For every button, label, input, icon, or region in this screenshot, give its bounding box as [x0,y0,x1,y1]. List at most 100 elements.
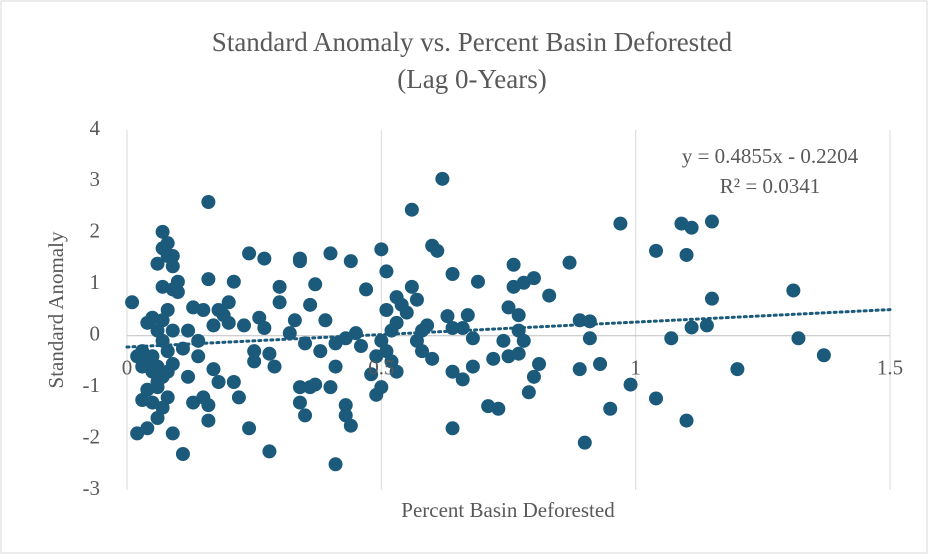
scatter-point [455,321,470,335]
y-tick-label: 3 [90,167,101,191]
scatter-point [343,254,358,269]
scatter-point [262,444,277,459]
scatter-point [521,385,536,400]
scatter-point [816,348,831,363]
y-tick-label: -3 [83,476,101,500]
scatter-point [242,421,257,436]
scatter-point [440,309,455,324]
scatter-point [323,246,338,261]
scatter-point [359,282,374,297]
x-tick-label: 0.5 [368,356,394,380]
scatter-point [404,202,419,217]
chart-subtitle: (Lag 0-Years) [397,64,546,94]
scatter-point [704,291,719,306]
scatter-point [272,279,287,294]
scatter-point [506,279,521,294]
scatter-point [247,344,262,359]
scatter-point [786,283,801,298]
scatter-point [130,349,145,364]
scatter-point [526,369,541,384]
scatter-point [247,354,262,369]
scatter-point [287,313,302,328]
y-tick-label: 1 [90,270,101,294]
scatter-point [236,318,251,333]
scatter-point [516,333,531,348]
scatter-point [186,300,201,315]
trendline [125,308,892,349]
y-tick-label: 2 [90,219,101,243]
scatter-point [684,220,699,235]
scatter-point [506,257,521,272]
y-tick-label: 0 [90,322,101,346]
scatter-point [730,362,745,377]
scatter-point [623,377,638,392]
scatter-point [191,349,206,364]
scatter-point [603,401,618,416]
scatter-point [435,171,450,186]
scatter-point [369,349,384,364]
scatter-point [455,372,470,387]
scatter-point [389,364,404,379]
scatter-point [664,331,679,346]
scatter-point [465,331,480,346]
scatter-point [262,346,277,361]
scatter-point [201,413,216,428]
scatter-point [252,310,267,325]
scatter-point [374,380,389,395]
scatter-point [206,362,221,377]
scatter-point [150,256,165,271]
scatter-point [308,277,323,292]
scatter-point [399,305,414,320]
scatter-point [125,295,140,310]
x-axis-title: Percent Basin Deforested [401,498,615,522]
scatter-point [155,224,170,239]
scatter-point [470,274,485,289]
scatter-point [181,369,196,384]
scatter-point [501,349,516,364]
scatter-point [231,390,246,405]
scatter-point [165,282,180,297]
scatter-point [409,292,424,307]
scatter-point [206,318,221,333]
scatter-point [486,351,501,366]
scatter-point [465,359,480,374]
scatter-point [791,331,806,346]
scatter-point [572,362,587,377]
scatter-point [165,323,180,338]
y-tick-label: -2 [83,424,101,448]
scatter-point [201,272,216,287]
scatter-point [496,333,511,348]
scatter-point [577,435,592,450]
scatter-point [150,411,165,425]
scatter-point [445,421,460,436]
scatter-point [303,380,318,395]
scatter-point [292,380,307,395]
scatter-point [593,357,608,371]
scatter-point [649,243,664,258]
scatter-point [532,357,547,371]
scatter-point [211,375,226,389]
scatter-point [282,326,297,341]
scatter-point [130,426,145,441]
scatter-point [150,323,165,338]
scatter-point [679,413,694,428]
scatter-point [328,336,343,351]
scatter-point [303,297,318,312]
scatter-point [430,243,445,258]
scatter-point [353,339,368,353]
scatter-point [445,267,460,281]
scatter-point [323,380,338,395]
scatter-point [175,447,190,461]
scatter-point [415,344,430,359]
scatter-point [135,393,150,407]
scatter-point [501,300,516,315]
scatter-point [562,255,577,270]
scatter-point [313,344,328,359]
y-tick-label: 4 [90,116,101,140]
scatter-point [542,288,557,303]
scatter-point [292,254,307,269]
scatter-point [379,264,394,279]
scatter-point [186,395,201,410]
scatter-point [511,308,526,323]
